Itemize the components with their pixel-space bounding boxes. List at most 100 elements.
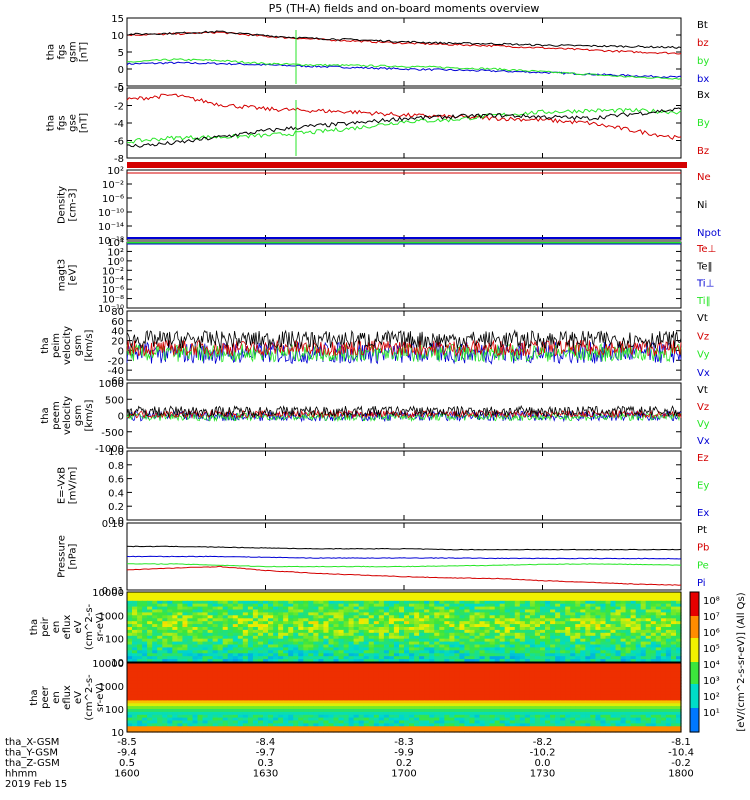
spectrogram-cell bbox=[424, 597, 430, 602]
spectrogram-cell bbox=[232, 656, 239, 660]
spectrogram-cell bbox=[645, 632, 652, 637]
spectrogram-cell bbox=[454, 647, 460, 651]
spectrogram-cell bbox=[560, 594, 566, 599]
spectrogram-cell bbox=[137, 624, 143, 628]
spectrogram-cell bbox=[237, 686, 244, 690]
spectrogram-cell bbox=[399, 621, 405, 625]
spectrogram-cell bbox=[127, 609, 133, 613]
spectrogram-cell bbox=[368, 674, 375, 678]
spectrogram-cell bbox=[570, 688, 576, 693]
spectrogram-cell bbox=[469, 680, 476, 684]
spectrogram-cell bbox=[459, 621, 465, 625]
spectrogram-cell bbox=[227, 694, 234, 699]
spectrogram-cell bbox=[399, 691, 405, 696]
spectrogram-cell bbox=[348, 647, 355, 651]
spectrogram-cell bbox=[368, 632, 375, 637]
spectrogram-cell bbox=[509, 674, 516, 678]
spectrogram-cell bbox=[529, 686, 536, 690]
spectrogram-cell bbox=[283, 653, 289, 657]
spectrogram-cell bbox=[484, 680, 491, 684]
spectrogram-cell bbox=[212, 665, 219, 670]
spectrogram-cell bbox=[645, 688, 652, 693]
spectrogram-cell bbox=[127, 615, 133, 619]
spectrogram-cell bbox=[383, 594, 390, 599]
spectrogram-cell bbox=[645, 653, 652, 657]
spectrogram-cell bbox=[469, 653, 476, 657]
spectrogram-cell bbox=[399, 597, 405, 602]
spectrogram-cell bbox=[590, 709, 596, 713]
spectrogram-cell bbox=[655, 603, 662, 608]
spectrogram-cell bbox=[645, 650, 652, 654]
spectrogram-cell bbox=[630, 709, 637, 713]
spectrogram-cell bbox=[665, 677, 672, 681]
spectrogram-cell bbox=[147, 688, 153, 693]
spectrogram-cell bbox=[363, 691, 370, 696]
spectrogram-cell bbox=[348, 621, 355, 625]
spectrogram-cell bbox=[444, 683, 450, 687]
spectrogram-cell bbox=[378, 663, 385, 667]
spectrogram-cell bbox=[630, 641, 637, 646]
spectrogram-cell bbox=[545, 668, 551, 673]
spectrogram-cell bbox=[383, 638, 390, 643]
spectrogram-cell bbox=[655, 659, 662, 663]
spectrogram-cell bbox=[429, 650, 435, 654]
spectrogram-cell bbox=[555, 697, 561, 701]
spectrogram-cell bbox=[585, 650, 591, 654]
spectrogram-cell bbox=[514, 600, 521, 605]
spectrogram-cell bbox=[620, 609, 627, 613]
spectrogram-cell bbox=[560, 709, 566, 713]
spectrogram-cell bbox=[202, 665, 209, 670]
spectrogram-cell bbox=[142, 680, 148, 684]
spectrogram-cell bbox=[257, 647, 264, 651]
spectrogram-cell bbox=[449, 635, 455, 640]
spectrogram-cell bbox=[419, 609, 425, 613]
spectrogram-cell bbox=[494, 618, 501, 622]
spectrogram-cell bbox=[484, 600, 491, 605]
spectrogram-cell bbox=[670, 709, 677, 713]
spectrogram-cell bbox=[529, 632, 536, 637]
spectrogram-cell bbox=[429, 694, 435, 699]
spectrogram-cell bbox=[625, 650, 632, 654]
spectrogram-cell bbox=[278, 653, 284, 657]
ytick-label: 10⁻¹⁰ bbox=[98, 208, 124, 219]
spectrogram-cell bbox=[419, 638, 425, 643]
spectrogram-cell bbox=[197, 697, 204, 701]
spectrogram-cell bbox=[676, 688, 682, 693]
spectrogram-cell bbox=[484, 691, 491, 696]
spectrogram-cell bbox=[383, 647, 390, 651]
spectrogram-cell bbox=[429, 656, 435, 660]
spectrogram-cell bbox=[283, 659, 289, 663]
spectrogram-cell bbox=[429, 592, 435, 596]
spectrogram-cell bbox=[222, 659, 229, 663]
spectrogram-cell bbox=[469, 621, 476, 625]
spectrogram-cell bbox=[645, 618, 652, 622]
ytick-label: -8 bbox=[114, 154, 124, 165]
spectrogram-cell bbox=[635, 694, 642, 699]
spectrogram-cell bbox=[540, 703, 546, 707]
spectrogram-cell bbox=[313, 706, 319, 710]
spectrogram-cell bbox=[368, 688, 375, 693]
spectrogram-cell bbox=[645, 600, 652, 605]
spectrogram-cell bbox=[504, 594, 511, 599]
spectrogram-cell bbox=[222, 597, 229, 602]
spectrogram-cell bbox=[454, 653, 460, 657]
spectrogram-cell bbox=[676, 665, 682, 670]
spectrogram-cell bbox=[550, 641, 556, 646]
spectrogram-cell bbox=[358, 677, 365, 681]
spectrogram-cell bbox=[177, 612, 183, 616]
spectrogram-cell bbox=[268, 653, 274, 657]
spectrogram-cell bbox=[378, 677, 385, 681]
ytick-label: 10 bbox=[111, 728, 124, 739]
spectrogram-cell bbox=[429, 609, 435, 613]
spectrogram-cell bbox=[519, 677, 526, 681]
spectrogram-cell bbox=[605, 663, 612, 667]
spectrogram-cell bbox=[565, 627, 571, 631]
spectrogram-cell bbox=[494, 691, 501, 696]
spectrogram-cell bbox=[257, 606, 264, 611]
spectrogram-cell bbox=[177, 629, 183, 634]
spectrogram-cell bbox=[540, 609, 546, 613]
spectrogram-cell bbox=[655, 703, 662, 707]
spectrogram-cell bbox=[207, 618, 214, 622]
spectrogram-cell bbox=[298, 635, 304, 640]
spectrogram-cell bbox=[373, 709, 380, 713]
